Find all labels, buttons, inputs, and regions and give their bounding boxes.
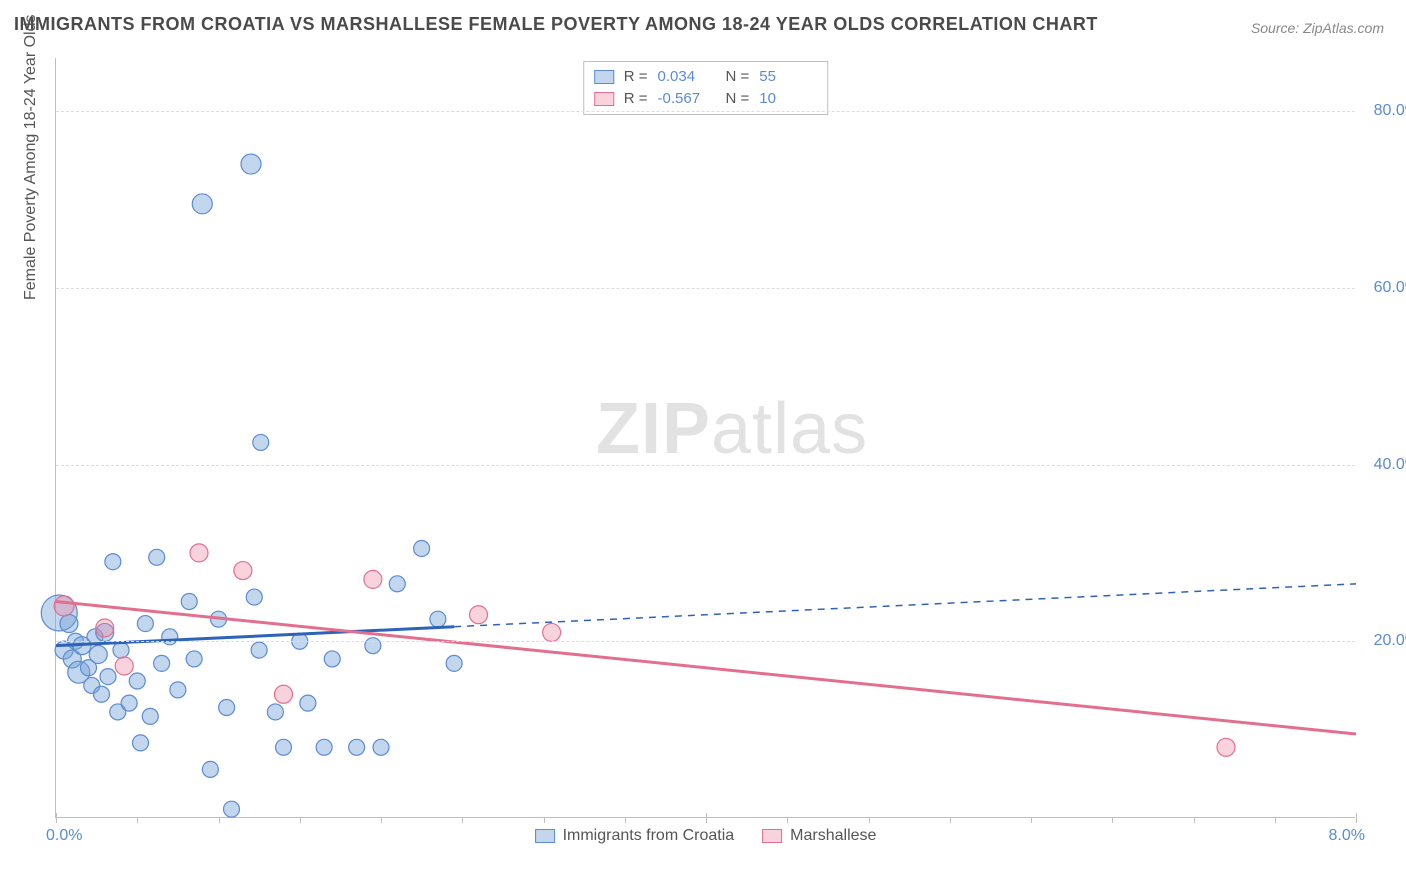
data-point bbox=[133, 735, 149, 751]
data-point bbox=[149, 549, 165, 565]
data-point bbox=[543, 623, 561, 641]
data-point bbox=[241, 154, 261, 174]
data-point bbox=[373, 739, 389, 755]
data-point bbox=[365, 638, 381, 654]
data-point bbox=[94, 686, 110, 702]
data-point bbox=[115, 657, 133, 675]
gridline bbox=[56, 465, 1355, 466]
legend-label: Marshallese bbox=[790, 827, 876, 845]
x-tick bbox=[706, 813, 707, 823]
trend-line-marshallese bbox=[56, 601, 1356, 734]
data-point bbox=[349, 739, 365, 755]
x-tick bbox=[1194, 817, 1195, 823]
data-point bbox=[100, 669, 116, 685]
data-point bbox=[316, 739, 332, 755]
plot-area: ZIPatlas R = 0.034 N = 55 R = -0.567 N =… bbox=[55, 58, 1355, 818]
data-point bbox=[251, 642, 267, 658]
x-tick bbox=[219, 817, 220, 823]
data-point bbox=[234, 562, 252, 580]
swatch-marshallese bbox=[762, 829, 782, 843]
data-point bbox=[430, 611, 446, 627]
data-point bbox=[154, 655, 170, 671]
y-tick-label: 80.0% bbox=[1374, 102, 1406, 120]
data-point bbox=[389, 576, 405, 592]
y-tick-label: 20.0% bbox=[1374, 632, 1406, 650]
x-tick bbox=[1275, 817, 1276, 823]
x-tick bbox=[787, 817, 788, 823]
x-tick bbox=[1031, 817, 1032, 823]
y-tick-label: 40.0% bbox=[1374, 456, 1406, 474]
data-point bbox=[300, 695, 316, 711]
legend-item-marshallese: Marshallese bbox=[762, 827, 876, 845]
x-tick bbox=[544, 817, 545, 823]
source-attribution: Source: ZipAtlas.com bbox=[1251, 20, 1384, 36]
data-point bbox=[186, 651, 202, 667]
x-tick bbox=[381, 817, 382, 823]
data-point bbox=[170, 682, 186, 698]
data-point bbox=[129, 673, 145, 689]
data-point bbox=[267, 704, 283, 720]
gridline bbox=[56, 288, 1355, 289]
x-tick bbox=[56, 813, 57, 823]
x-tick bbox=[300, 817, 301, 823]
data-point bbox=[89, 646, 107, 664]
trend-line-croatia-dashed bbox=[454, 584, 1356, 627]
data-point bbox=[162, 629, 178, 645]
x-tick bbox=[950, 817, 951, 823]
x-tick bbox=[869, 817, 870, 823]
x-tick bbox=[625, 817, 626, 823]
data-point bbox=[121, 695, 137, 711]
data-point bbox=[190, 544, 208, 562]
data-point bbox=[54, 596, 74, 616]
legend-label: Immigrants from Croatia bbox=[563, 827, 735, 845]
x-min-label: 0.0% bbox=[46, 827, 82, 845]
data-point bbox=[1217, 738, 1235, 756]
data-point bbox=[219, 700, 235, 716]
data-point bbox=[446, 655, 462, 671]
data-point bbox=[60, 615, 78, 633]
data-point bbox=[275, 685, 293, 703]
x-tick bbox=[1112, 817, 1113, 823]
data-point bbox=[137, 616, 153, 632]
data-point bbox=[276, 739, 292, 755]
data-point bbox=[414, 540, 430, 556]
x-max-label: 8.0% bbox=[1329, 827, 1365, 845]
y-tick-label: 60.0% bbox=[1374, 279, 1406, 297]
data-point bbox=[224, 801, 240, 817]
chart-title: IMMIGRANTS FROM CROATIA VS MARSHALLESE F… bbox=[14, 14, 1098, 35]
x-tick bbox=[137, 817, 138, 823]
data-point bbox=[470, 606, 488, 624]
data-point bbox=[181, 593, 197, 609]
data-point bbox=[253, 434, 269, 450]
data-point bbox=[202, 761, 218, 777]
gridline bbox=[56, 641, 1355, 642]
legend-item-croatia: Immigrants from Croatia bbox=[535, 827, 735, 845]
gridline bbox=[56, 111, 1355, 112]
data-point bbox=[192, 194, 212, 214]
y-axis-label: Female Poverty Among 18-24 Year Olds bbox=[22, 15, 40, 301]
chart-svg bbox=[56, 58, 1355, 817]
data-point bbox=[113, 642, 129, 658]
series-legend: Immigrants from Croatia Marshallese bbox=[535, 827, 877, 845]
data-point bbox=[246, 589, 262, 605]
data-point bbox=[364, 570, 382, 588]
x-tick bbox=[462, 817, 463, 823]
data-point bbox=[96, 619, 114, 637]
data-point bbox=[324, 651, 340, 667]
x-tick bbox=[1356, 813, 1357, 823]
swatch-croatia bbox=[535, 829, 555, 843]
data-point bbox=[105, 554, 121, 570]
data-point bbox=[142, 708, 158, 724]
